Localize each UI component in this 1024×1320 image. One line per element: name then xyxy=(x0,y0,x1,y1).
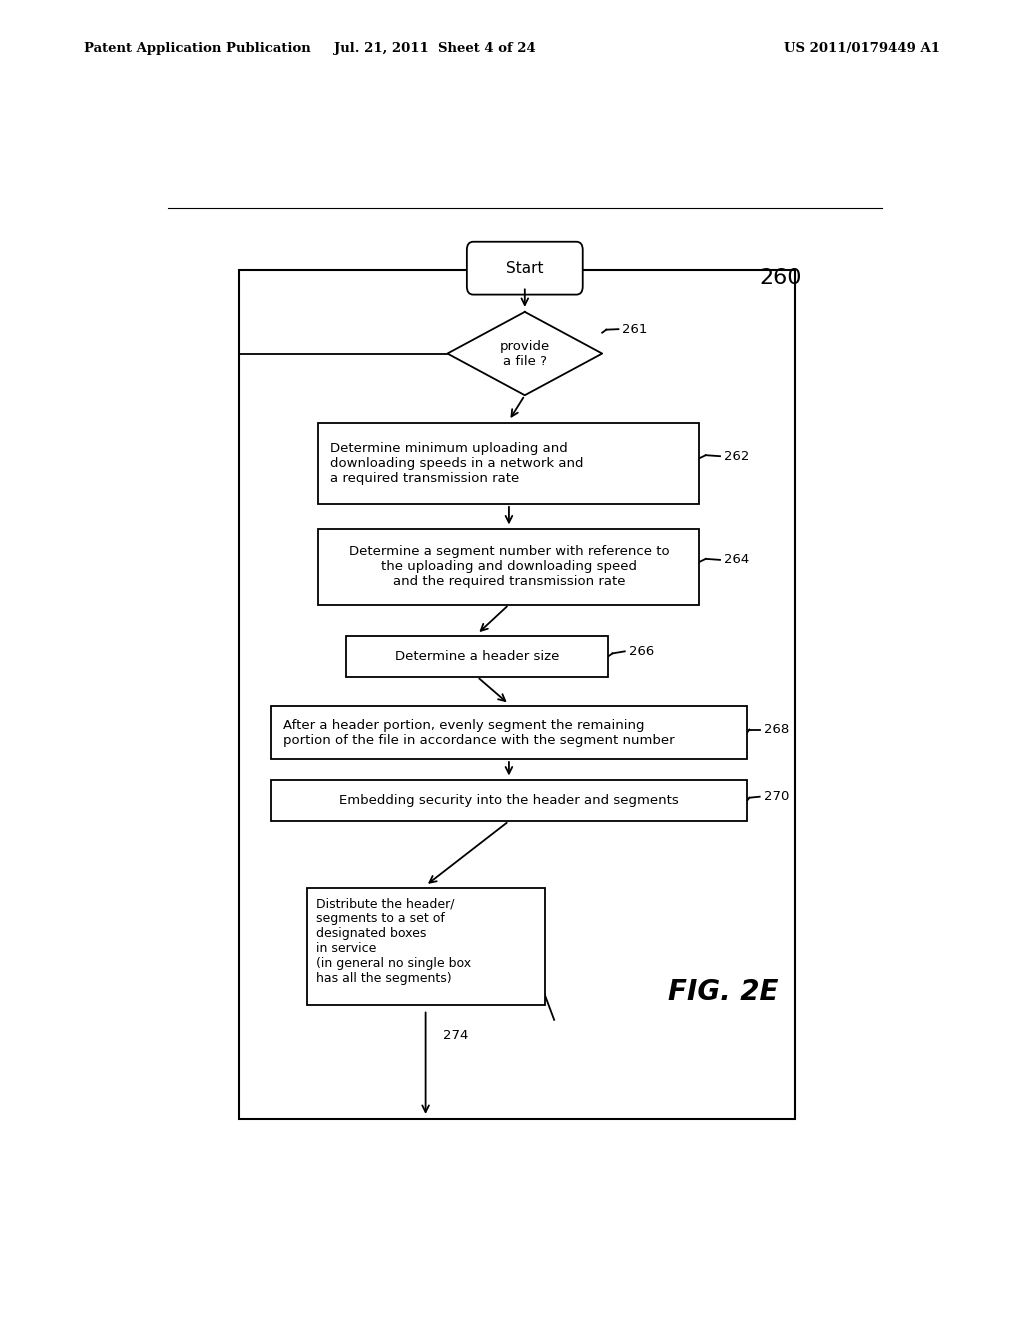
Bar xyxy=(270,706,748,759)
Text: Start: Start xyxy=(506,260,544,276)
Bar xyxy=(306,887,545,1005)
Text: Jul. 21, 2011  Sheet 4 of 24: Jul. 21, 2011 Sheet 4 of 24 xyxy=(334,42,537,55)
Text: 266: 266 xyxy=(629,645,654,657)
Text: Embedding security into the header and segments: Embedding security into the header and s… xyxy=(339,795,679,808)
Text: 270: 270 xyxy=(764,791,790,803)
Text: 264: 264 xyxy=(724,553,750,566)
Text: US 2011/0179449 A1: US 2011/0179449 A1 xyxy=(784,42,940,55)
Text: FIG. 2E: FIG. 2E xyxy=(668,978,778,1006)
Text: Determine a segment number with reference to
the uploading and downloading speed: Determine a segment number with referenc… xyxy=(348,545,670,589)
Text: 262: 262 xyxy=(724,450,750,463)
Bar xyxy=(240,271,795,1119)
FancyBboxPatch shape xyxy=(467,242,583,294)
Text: Determine minimum uploading and
downloading speeds in a network and
a required t: Determine minimum uploading and download… xyxy=(331,442,584,484)
Bar xyxy=(270,780,748,821)
Bar xyxy=(318,529,699,605)
Text: After a header portion, evenly segment the remaining
portion of the file in acco: After a header portion, evenly segment t… xyxy=(283,718,675,747)
Text: 261: 261 xyxy=(623,322,648,335)
Text: Distribute the header/
segments to a set of
designated boxes
in service
(in gene: Distribute the header/ segments to a set… xyxy=(316,898,471,985)
Text: 260: 260 xyxy=(759,268,802,288)
Text: Determine a header size: Determine a header size xyxy=(395,649,559,663)
Text: 274: 274 xyxy=(443,1030,468,1041)
Text: Patent Application Publication: Patent Application Publication xyxy=(84,42,310,55)
Text: 268: 268 xyxy=(764,723,788,737)
Text: provide
a file ?: provide a file ? xyxy=(500,339,550,367)
Bar xyxy=(346,636,608,677)
Bar xyxy=(318,422,699,504)
